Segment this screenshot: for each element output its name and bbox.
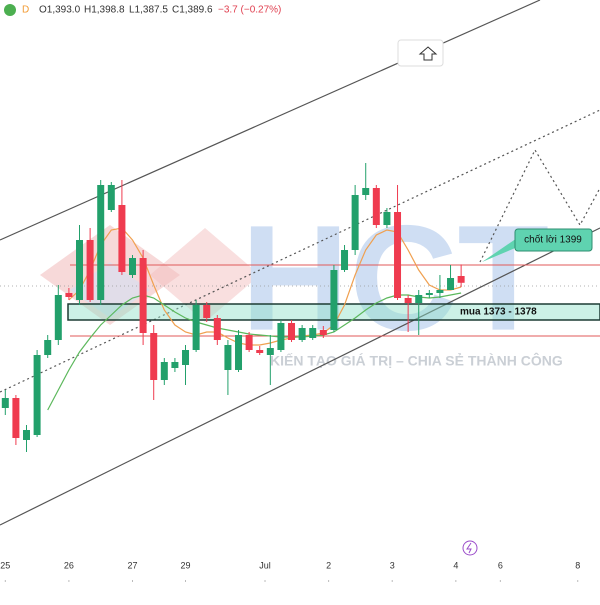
callout-label: chốt lời 1399 (524, 234, 582, 246)
candle-body (139, 258, 147, 333)
candle-body (171, 362, 179, 368)
x-tick-label: 27 (128, 560, 138, 570)
event-icon[interactable] (462, 540, 478, 556)
candle-body (33, 355, 41, 435)
ohlc-high: H1,398.8 (84, 5, 125, 16)
candle-body (54, 295, 62, 340)
callout-pointer (482, 236, 520, 262)
candle-body (330, 270, 338, 330)
candle-body (362, 188, 370, 195)
candle-body (160, 362, 168, 380)
candle-body (12, 398, 20, 438)
candle-body (235, 335, 243, 370)
candle-body (383, 212, 391, 225)
candle-body (192, 305, 200, 350)
x-tick-label: 6 (498, 560, 503, 570)
x-tick-label: 2 (326, 560, 331, 570)
candle-body (118, 205, 126, 272)
x-tick-label: 3 (390, 560, 395, 570)
candle-body (457, 276, 465, 283)
candle-body (256, 350, 264, 353)
status-icon (4, 4, 16, 16)
candle-body (351, 195, 359, 250)
x-tick-label: Jul (259, 560, 271, 570)
candle-body (425, 293, 433, 295)
candle-body (341, 250, 349, 270)
buy-zone-label: mua 1373 - 1378 (460, 307, 537, 318)
watermark-slogan: KIẾN TẠO GIÁ TRỊ – CHIA SẺ THÀNH CÔNG (270, 352, 563, 369)
arrow-icon (418, 46, 438, 61)
candle-body (129, 258, 137, 275)
x-tick-label: 29 (181, 560, 191, 570)
ohlc-change: −3.7 (−0.27%) (218, 5, 281, 16)
ohlc-low: L1,387.5 (129, 5, 168, 16)
candle-body (288, 323, 296, 340)
candle-body (44, 340, 52, 355)
x-tick-label: 8 (575, 560, 580, 570)
candle-body (245, 335, 253, 350)
x-tick-label: 4 (453, 560, 458, 570)
moving-average (47, 292, 462, 411)
candle-body (65, 293, 73, 297)
candle-body (76, 240, 84, 300)
candle-body (266, 348, 274, 355)
candle-body (404, 298, 412, 303)
candle-body (203, 305, 211, 318)
ohlc-close: C1,389.6 (172, 5, 213, 16)
candle-body (224, 345, 232, 370)
candle-body (372, 188, 380, 225)
channel-line (0, 227, 600, 526)
logo-diamond (150, 228, 260, 322)
candle-body (309, 328, 317, 338)
candle-body (447, 278, 455, 290)
x-axis: 25 26 27 29 Jul 2 3 4 6 8 (0, 560, 580, 582)
candle-body (277, 323, 285, 350)
candle-body (97, 185, 105, 300)
badge: D (22, 5, 29, 16)
candle-body (436, 290, 444, 293)
x-tick-label: 26 (64, 560, 74, 570)
candle-body (23, 430, 31, 440)
x-tick-label: 25 (0, 560, 10, 570)
candle-body (1, 398, 9, 408)
ohlc-open: O1,393.0 (39, 5, 81, 16)
candle-body (319, 330, 327, 335)
candle-body (298, 328, 306, 340)
candles (1, 163, 465, 452)
trend-dotted (0, 109, 600, 393)
candle-body (182, 350, 190, 365)
candle-body (86, 240, 94, 300)
channel-line (0, 0, 541, 241)
candle-body (213, 318, 221, 340)
candle-body (107, 185, 115, 210)
candle-body (150, 333, 158, 380)
candle-body (394, 212, 402, 298)
lightning (466, 542, 472, 554)
candle-body (415, 295, 423, 303)
callout (514, 228, 593, 252)
